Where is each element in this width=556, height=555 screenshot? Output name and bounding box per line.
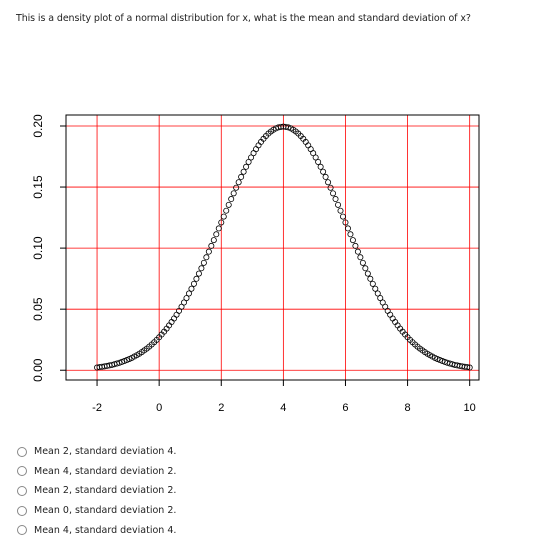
data-point [312,154,319,161]
data-point [335,201,342,208]
data-point [377,295,384,302]
option-5[interactable]: Mean 4, standard deviation 4. [17,520,176,540]
data-point [190,280,197,287]
option-2[interactable]: Mean 4, standard deviation 2. [17,462,176,482]
y-tick-label: 0.10 [31,236,45,260]
data-point [389,315,396,322]
data-point [253,146,260,153]
x-tick-label: -2 [92,402,102,414]
radio-button[interactable] [17,466,27,477]
data-point [344,225,351,232]
y-tick-label: 0.00 [31,358,45,382]
option-label: Mean 4, standard deviation 4. [34,524,177,536]
data-point [369,280,376,287]
data-point [322,173,329,180]
data-point [248,154,255,161]
x-tick-label: 2 [218,402,224,414]
data-point [185,290,192,297]
data-point [195,270,202,277]
data-point [225,201,232,208]
data-point [210,237,217,244]
data-point [218,219,225,226]
x-tick-label: 0 [156,402,162,414]
data-point [233,184,240,191]
option-label: Mean 2, standard deviation 2. [34,485,177,497]
data-point [243,163,250,170]
data-point [220,213,227,220]
data-point [228,196,235,203]
data-point [464,364,471,371]
data-point [213,231,220,238]
option-1[interactable]: Mean 2, standard deviation 4. [17,442,176,462]
option-label: Mean 0, standard deviation 2. [34,505,177,517]
data-point [466,364,473,371]
data-point [342,219,349,226]
data-point [240,168,247,175]
data-point [235,179,242,186]
data-point [364,270,371,277]
data-point [198,265,205,272]
x-tick-label: 10 [464,402,476,414]
option-3[interactable]: Mean 2, standard deviation 2. [17,481,176,501]
data-point [215,225,222,232]
y-tick-label: 0.15 [31,175,45,199]
data-point [349,237,356,244]
option-label: Mean 4, standard deviation 2. [34,465,177,477]
data-point [173,311,180,318]
data-point [347,231,354,238]
data-point [374,290,381,297]
density-chart: -2 0 2 4 6 8 10 0.00 0.05 0.10 0.15 0.20 [31,114,480,414]
data-point [180,299,187,306]
data-point [352,242,359,249]
data-point [193,275,200,282]
y-tick-label: 0.20 [31,114,45,138]
data-point [223,207,230,214]
data-point [325,179,332,186]
x-tick-label: 8 [405,402,411,414]
data-point [230,190,237,197]
data-point [188,285,195,292]
radio-button[interactable] [17,505,27,516]
y-tick-label: 0.05 [31,297,45,321]
data-point [387,311,394,318]
data-point [200,259,207,266]
data-point [171,315,178,322]
data-point [320,168,327,175]
plot-frame [65,114,480,381]
radio-button[interactable] [17,525,27,536]
data-point [205,248,212,255]
radio-button[interactable] [17,446,27,457]
data-point [310,150,317,157]
data-point [330,190,337,197]
data-point [367,275,374,282]
data-point [118,358,125,365]
option-4[interactable]: Mean 0, standard deviation 2. [17,501,176,521]
data-point [372,285,379,292]
data-point [208,242,215,249]
data-point [354,248,361,255]
question-text: This is a density plot of a normal distr… [16,13,471,24]
data-point [362,265,369,272]
data-point [183,295,190,302]
data-point [245,158,252,165]
data-point [317,163,324,170]
x-tick-label: 6 [342,402,348,414]
data-point [337,207,344,214]
x-tick-label: 4 [280,402,286,414]
data-point [357,254,364,261]
data-point [332,196,339,203]
data-point [238,173,245,180]
data-point [339,213,346,220]
answer-options: Mean 2, standard deviation 4. Mean 4, st… [17,442,176,540]
radio-button[interactable] [17,485,27,496]
option-label: Mean 2, standard deviation 4. [34,446,177,458]
data-point [359,259,366,266]
data-point [203,254,210,261]
data-point [315,158,322,165]
data-point [327,184,334,191]
